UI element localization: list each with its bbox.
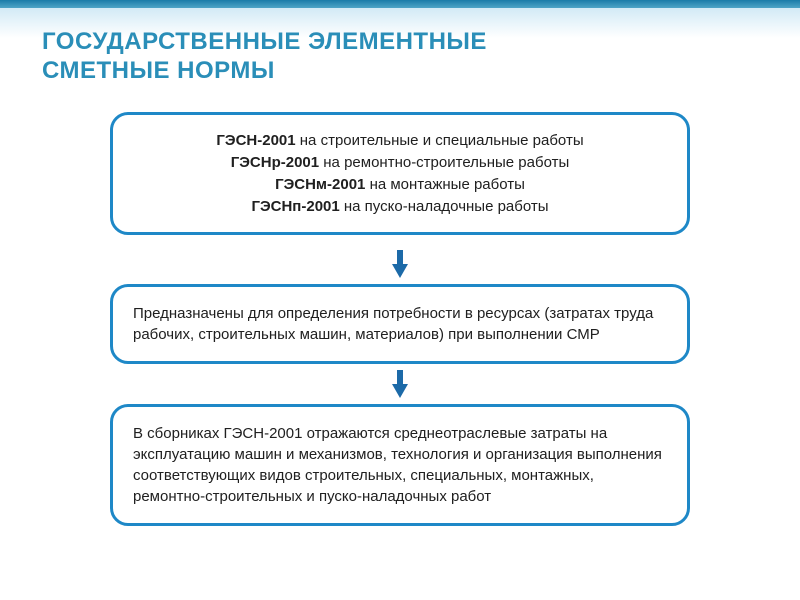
gesn-label: ГЭСНр-2001	[231, 154, 319, 171]
page-title: ГОСУДАРСТВЕННЫЕ ЭЛЕМЕНТНЫЕ СМЕТНЫЕ НОРМЫ	[42, 28, 487, 86]
arrow-down-icon	[392, 370, 408, 398]
collections-text: В сборниках ГЭСН-2001 отражаются среднео…	[133, 423, 667, 507]
gesn-desc: на монтажные работы	[365, 176, 525, 193]
gesn-item: ГЭСНм-2001 на монтажные работы	[137, 174, 663, 195]
purpose-text: Предназначены для определения потребност…	[133, 303, 667, 345]
title-line1: ГОСУДАРСТВЕННЫЕ ЭЛЕМЕНТНЫЕ	[42, 28, 487, 57]
purpose-box: Предназначены для определения потребност…	[110, 284, 690, 364]
gesn-desc: на ремонтно-строительные работы	[319, 154, 569, 171]
collections-box: В сборниках ГЭСН-2001 отражаются среднео…	[110, 404, 690, 526]
gesn-item: ГЭСНп-2001 на пуско-наладочные работы	[137, 196, 663, 217]
gesn-types-box: ГЭСН-2001 на строительные и специальные …	[110, 112, 690, 235]
header-bar	[0, 0, 800, 8]
gesn-item: ГЭСНр-2001 на ремонтно-строительные рабо…	[137, 152, 663, 173]
arrow-down-icon	[392, 250, 408, 278]
gesn-desc: на пуско-наладочные работы	[340, 198, 549, 215]
gesn-item: ГЭСН-2001 на строительные и специальные …	[137, 130, 663, 151]
gesn-label: ГЭСНп-2001	[251, 198, 339, 215]
title-line2: СМЕТНЫЕ НОРМЫ	[42, 57, 487, 86]
gesn-label: ГЭСНм-2001	[275, 176, 365, 193]
gesn-label: ГЭСН-2001	[216, 132, 295, 149]
gesn-desc: на строительные и специальные работы	[296, 132, 584, 149]
